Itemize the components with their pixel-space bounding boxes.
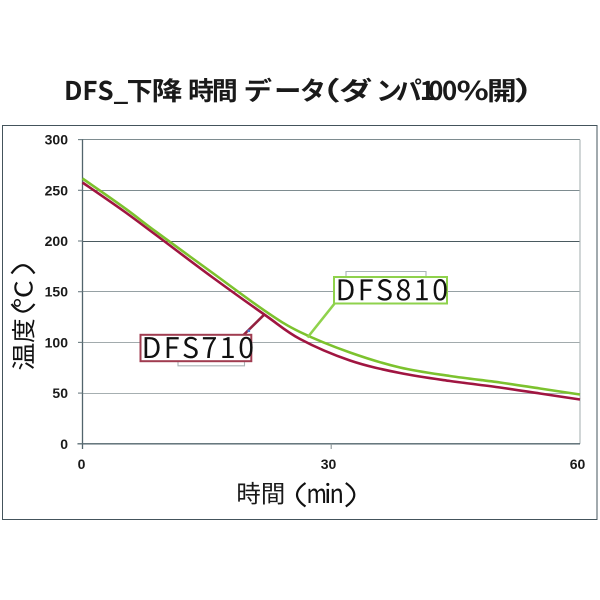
svg-text:50: 50 [52,385,68,401]
svg-text:0: 0 [78,456,86,472]
svg-text:30: 30 [321,456,337,472]
svg-text:0: 0 [60,436,68,452]
svg-text:150: 150 [45,284,69,300]
svg-text:250: 250 [45,182,69,198]
svg-text:60: 60 [570,456,586,472]
svg-text:100: 100 [45,334,69,350]
svg-text:300: 300 [45,132,69,148]
svg-text:200: 200 [45,233,69,249]
